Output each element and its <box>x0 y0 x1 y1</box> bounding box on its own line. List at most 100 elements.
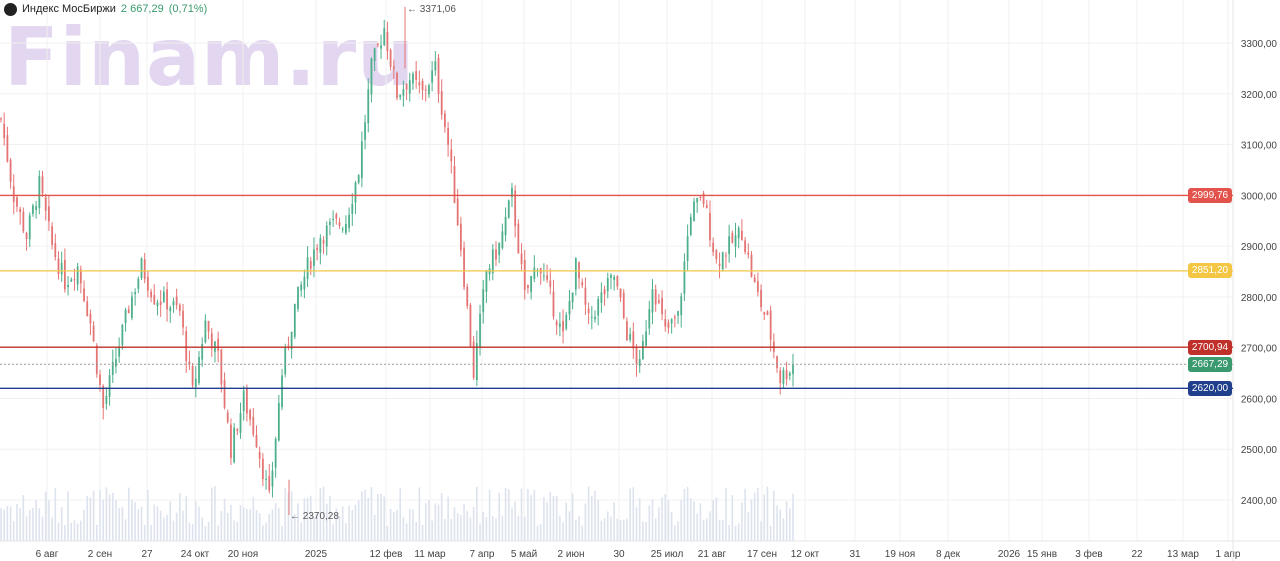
volume-bar <box>163 517 165 541</box>
candle-body <box>776 356 778 369</box>
candle-body <box>750 254 753 277</box>
candle-body <box>156 302 159 307</box>
candle-body <box>194 378 197 388</box>
volume-bar <box>453 507 456 541</box>
volume-bar <box>48 500 50 541</box>
candle-body <box>131 296 133 318</box>
candle-body <box>664 319 667 327</box>
candle-body <box>54 243 57 258</box>
volume-bar <box>147 489 149 541</box>
candle-body <box>191 366 194 386</box>
candle-body <box>654 289 657 305</box>
volume-bar <box>661 497 663 541</box>
candle-body <box>549 280 552 287</box>
volume-bar <box>150 524 152 541</box>
candle-body <box>696 197 699 203</box>
level-price-label[interactable]: 2620,00 <box>1188 380 1232 396</box>
volume-bar <box>610 516 612 541</box>
volume-bar <box>25 516 28 541</box>
volume-bar <box>642 521 644 541</box>
low-annotation: ← 2370,28 <box>290 511 339 522</box>
y-tick-label: 2900,00 <box>1241 242 1278 253</box>
candle-body <box>558 323 561 327</box>
level-price-label[interactable]: 2851,20 <box>1188 263 1232 279</box>
volume-bar <box>57 522 60 541</box>
x-tick-label: 2026 <box>998 549 1021 560</box>
volume-bar <box>559 515 561 541</box>
candle-body <box>622 292 625 319</box>
candle-body <box>466 286 469 307</box>
candle-body <box>188 361 191 365</box>
volume-bar <box>437 504 440 541</box>
candle-body <box>651 289 654 313</box>
candle-body <box>689 216 692 235</box>
volume-bar <box>214 486 216 541</box>
candle-body <box>277 402 280 441</box>
volume-bar <box>80 520 82 541</box>
volume-bar <box>670 511 673 541</box>
volume-bar <box>664 494 667 541</box>
x-tick-label: 21 авг <box>698 549 727 560</box>
volume-bar <box>67 491 69 541</box>
candle-body <box>38 175 41 208</box>
candle-body <box>632 331 635 349</box>
candle-body <box>32 205 34 214</box>
volume-bar <box>105 487 108 541</box>
candle-body <box>731 233 734 243</box>
volume-bar <box>619 520 622 541</box>
volume-bar <box>492 516 494 541</box>
candle-body <box>303 276 306 290</box>
candle-body <box>661 298 663 315</box>
volume-bar <box>418 487 421 541</box>
level-price-label[interactable]: 2999,76 <box>1188 187 1232 203</box>
volume-bar <box>236 521 239 541</box>
volume-bar <box>626 518 628 541</box>
volume-bar <box>172 520 175 541</box>
candle-body <box>763 312 766 315</box>
volume-bar <box>667 500 670 541</box>
candle-body <box>236 429 239 432</box>
x-tick-label: 13 мар <box>1167 549 1199 560</box>
candle-body <box>178 304 181 311</box>
volume-bar <box>83 509 85 541</box>
level-price-label[interactable]: 2667,29 <box>1188 356 1232 372</box>
candle-body <box>546 275 548 280</box>
volume-bar <box>408 508 411 541</box>
candle-body <box>198 357 200 384</box>
volume-bar <box>444 519 446 541</box>
candle-body <box>590 316 593 318</box>
candle-body <box>162 291 165 302</box>
volume-bar <box>380 493 382 541</box>
candle-body <box>603 289 606 295</box>
level-price-label[interactable]: 2700,94 <box>1188 339 1232 355</box>
candle-body <box>60 262 63 275</box>
candle-body <box>35 206 38 210</box>
volume-bar <box>479 523 481 541</box>
volume-bar <box>463 504 465 541</box>
volume-bar <box>386 525 389 541</box>
volume-bar <box>782 518 785 541</box>
candle-body <box>16 197 18 207</box>
candle-body <box>121 324 124 346</box>
candle-body <box>756 281 759 292</box>
candle-body <box>437 57 440 94</box>
candle-body <box>638 358 641 366</box>
candle-body <box>226 412 229 423</box>
volume-bar <box>230 504 232 541</box>
volume-bar <box>309 495 312 541</box>
candle-body <box>370 58 373 95</box>
candle-body <box>249 409 251 420</box>
candle-body <box>475 343 478 381</box>
candle-body <box>472 341 475 378</box>
volume-bar <box>86 495 89 541</box>
candle-body <box>319 238 322 253</box>
candle-body <box>28 215 31 240</box>
candle-body <box>265 478 267 480</box>
candle-body <box>498 243 501 256</box>
volume-bar <box>335 508 338 541</box>
candle-body <box>185 331 188 362</box>
candle-body <box>172 301 175 306</box>
volume-bar <box>769 525 772 541</box>
candle-body <box>673 316 676 319</box>
